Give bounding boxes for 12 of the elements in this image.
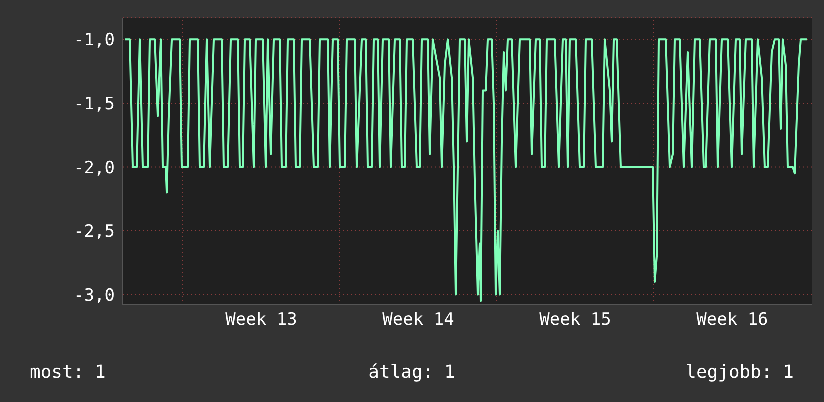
x-tick-label: Week 16: [696, 310, 768, 330]
x-tick-label: Week 15: [540, 310, 612, 330]
y-tick-label: -1,5: [74, 94, 115, 114]
y-tick-label: -1,0: [74, 30, 115, 51]
text: most: 1: [30, 362, 106, 383]
x-tick-label: Week 14: [382, 310, 454, 330]
y-tick-label: -2,0: [74, 158, 115, 178]
x-tick-label: Week 13: [226, 310, 298, 330]
text: átlag: 1: [368, 362, 456, 383]
text: legjobb: 1: [686, 362, 794, 383]
y-tick-label: -2,5: [74, 222, 115, 242]
y-tick-label: -3,0: [74, 286, 115, 306]
